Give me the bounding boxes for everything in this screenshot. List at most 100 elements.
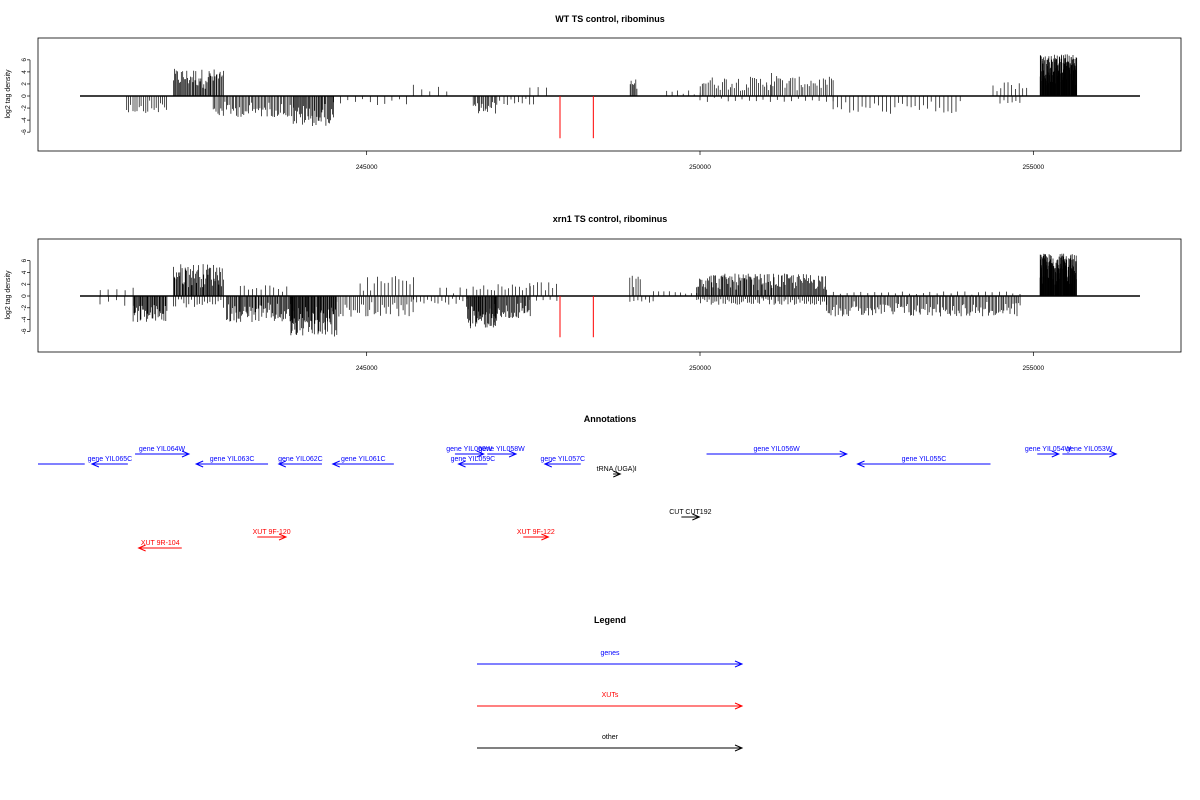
legend-item: genes bbox=[477, 650, 744, 668]
annotation-feature: XUT 9F-120 bbox=[253, 529, 291, 541]
annotation-feature: gene YIL055C bbox=[856, 456, 991, 468]
feature-arrowhead bbox=[692, 513, 701, 521]
annotation-feature: gene YIL054W bbox=[1025, 446, 1072, 458]
y-tick-label: 6 bbox=[21, 58, 28, 62]
legend-label: genes bbox=[600, 650, 620, 657]
x-tick-label: 255000 bbox=[1022, 365, 1044, 372]
annotation-feature: gene YIL060W bbox=[446, 446, 493, 458]
feature-label: XUT 9F-122 bbox=[517, 529, 555, 536]
feature-arrowhead bbox=[508, 450, 518, 458]
feature-label: CUT CUT192 bbox=[669, 509, 711, 516]
legend-title: Legend bbox=[594, 615, 626, 625]
xrn1-coverage-panel: xrn1 TS control, ribominus log2 tag dens… bbox=[5, 214, 1182, 372]
y-tick-label: 0 bbox=[21, 94, 28, 98]
annotation-feature: gene YIL058W bbox=[479, 446, 526, 458]
x-axis: 245000 250000 255000 bbox=[356, 151, 1045, 171]
y-tick-label: 2 bbox=[21, 82, 28, 86]
feature-arrowhead bbox=[331, 460, 340, 468]
feature-label: gene YIL064W bbox=[139, 446, 186, 453]
y-tick-label: -6 bbox=[21, 129, 28, 135]
feature-arrowhead bbox=[541, 533, 550, 541]
feature-arrowhead bbox=[1051, 450, 1061, 458]
feature-arrowhead bbox=[476, 450, 485, 458]
y-axis: -6 -4 -2 0 2 4 6 bbox=[21, 58, 31, 135]
legend-item: XUTs bbox=[477, 692, 744, 710]
legend-items: genes XUTs other bbox=[477, 650, 744, 752]
y-tick-label: -2 bbox=[21, 105, 28, 111]
red-markers bbox=[559, 96, 594, 139]
x-axis: 245000 250000 255000 bbox=[356, 352, 1045, 372]
feature-arrowhead bbox=[839, 450, 848, 458]
x-tick-label: 245000 bbox=[356, 365, 378, 372]
x-tick-label: 255000 bbox=[1022, 164, 1044, 171]
feature-label: gene YIL065C bbox=[88, 456, 133, 463]
x-tick-label: 250000 bbox=[689, 164, 711, 171]
y-tick-label: 6 bbox=[21, 258, 28, 262]
plot-frame bbox=[37, 37, 1182, 152]
y-axis-label: log2 tag density bbox=[5, 69, 12, 119]
y-tick-label: -4 bbox=[21, 316, 28, 322]
plot-frame bbox=[37, 238, 1182, 353]
legend-item: other bbox=[477, 734, 744, 752]
y-tick-label: 2 bbox=[21, 282, 28, 286]
legend-label: XUTs bbox=[602, 692, 619, 699]
coverage-bars bbox=[99, 253, 1077, 337]
annotation-features: gene YIL065C gene YIL064W gene YIL063C gene… bbox=[38, 446, 1118, 552]
annotation-feature: tRNA (UGA)I bbox=[597, 466, 637, 478]
annotation-feature: XUT 9F-122 bbox=[517, 529, 555, 541]
feature-arrowhead bbox=[137, 544, 146, 552]
annotation-feature: gene YIL056W bbox=[706, 446, 848, 458]
feature-label: tRNA (UGA)I bbox=[597, 466, 637, 473]
y-tick-label: 0 bbox=[21, 294, 28, 298]
feature-arrowhead bbox=[1109, 450, 1118, 458]
annotation-feature: gene YIL064W bbox=[135, 446, 191, 458]
feature-label: gene YIL062C bbox=[278, 456, 323, 463]
y-tick-label: -2 bbox=[21, 305, 28, 311]
coverage-bars bbox=[126, 54, 1078, 126]
y-tick-label: 4 bbox=[21, 270, 28, 274]
annotation-feature: gene YIL053W bbox=[1062, 446, 1118, 458]
annotation-feature: gene YIL057C bbox=[540, 456, 585, 468]
feature-arrowhead bbox=[278, 533, 288, 541]
annotation-feature: gene YIL061C bbox=[331, 456, 394, 468]
feature-arrowhead bbox=[457, 460, 466, 468]
feature-arrowhead bbox=[181, 450, 191, 458]
feature-label: gene YIL055C bbox=[902, 456, 947, 463]
annotation-feature: XUT 9R-104 bbox=[137, 540, 182, 552]
feature-label: gene YIL054W bbox=[1025, 446, 1072, 453]
feature-arrowhead bbox=[543, 460, 552, 468]
feature-arrowhead bbox=[613, 470, 622, 478]
annotation-feature: CUT CUT192 bbox=[669, 509, 712, 521]
wt-coverage-panel: WT TS control, ribominus log2 tag densit… bbox=[5, 14, 1182, 171]
feature-label: gene YIL053W bbox=[1066, 446, 1113, 453]
legend-arrowhead bbox=[734, 660, 744, 668]
feature-label: gene YIL061C bbox=[341, 456, 386, 463]
panel-title: WT TS control, ribominus bbox=[555, 14, 665, 24]
feature-label: gene YIL063C bbox=[210, 456, 255, 463]
annotation-feature: gene YIL062C bbox=[277, 456, 323, 468]
annotation-feature: gene YIL063C bbox=[194, 456, 269, 468]
x-tick-label: 245000 bbox=[356, 164, 378, 171]
y-tick-label: -4 bbox=[21, 117, 28, 123]
feature-arrowhead bbox=[856, 460, 865, 468]
panel-title: xrn1 TS control, ribominus bbox=[553, 214, 668, 224]
feature-label: XUT 9F-120 bbox=[253, 529, 291, 536]
feature-label: gene YIL056W bbox=[754, 446, 801, 453]
y-axis-label: log2 tag density bbox=[5, 270, 12, 320]
feature-label: XUT 9R-104 bbox=[141, 540, 180, 547]
legend-arrowhead bbox=[734, 702, 744, 710]
annotation-feature: gene YIL065C bbox=[88, 456, 133, 468]
feature-label: gene YIL060W bbox=[446, 446, 493, 453]
y-tick-label: -6 bbox=[21, 328, 28, 334]
feature-arrowhead bbox=[194, 460, 204, 468]
feature-label: gene YIL058W bbox=[479, 446, 526, 453]
x-tick-label: 250000 bbox=[689, 365, 711, 372]
annotations-title: Annotations bbox=[584, 414, 637, 424]
legend-label: other bbox=[602, 734, 619, 741]
y-axis: -6 -4 -2 0 2 4 6 bbox=[21, 258, 31, 334]
feature-label: gene YIL057C bbox=[540, 456, 585, 463]
feature-arrowhead bbox=[277, 460, 287, 468]
legend-arrowhead bbox=[734, 744, 744, 752]
